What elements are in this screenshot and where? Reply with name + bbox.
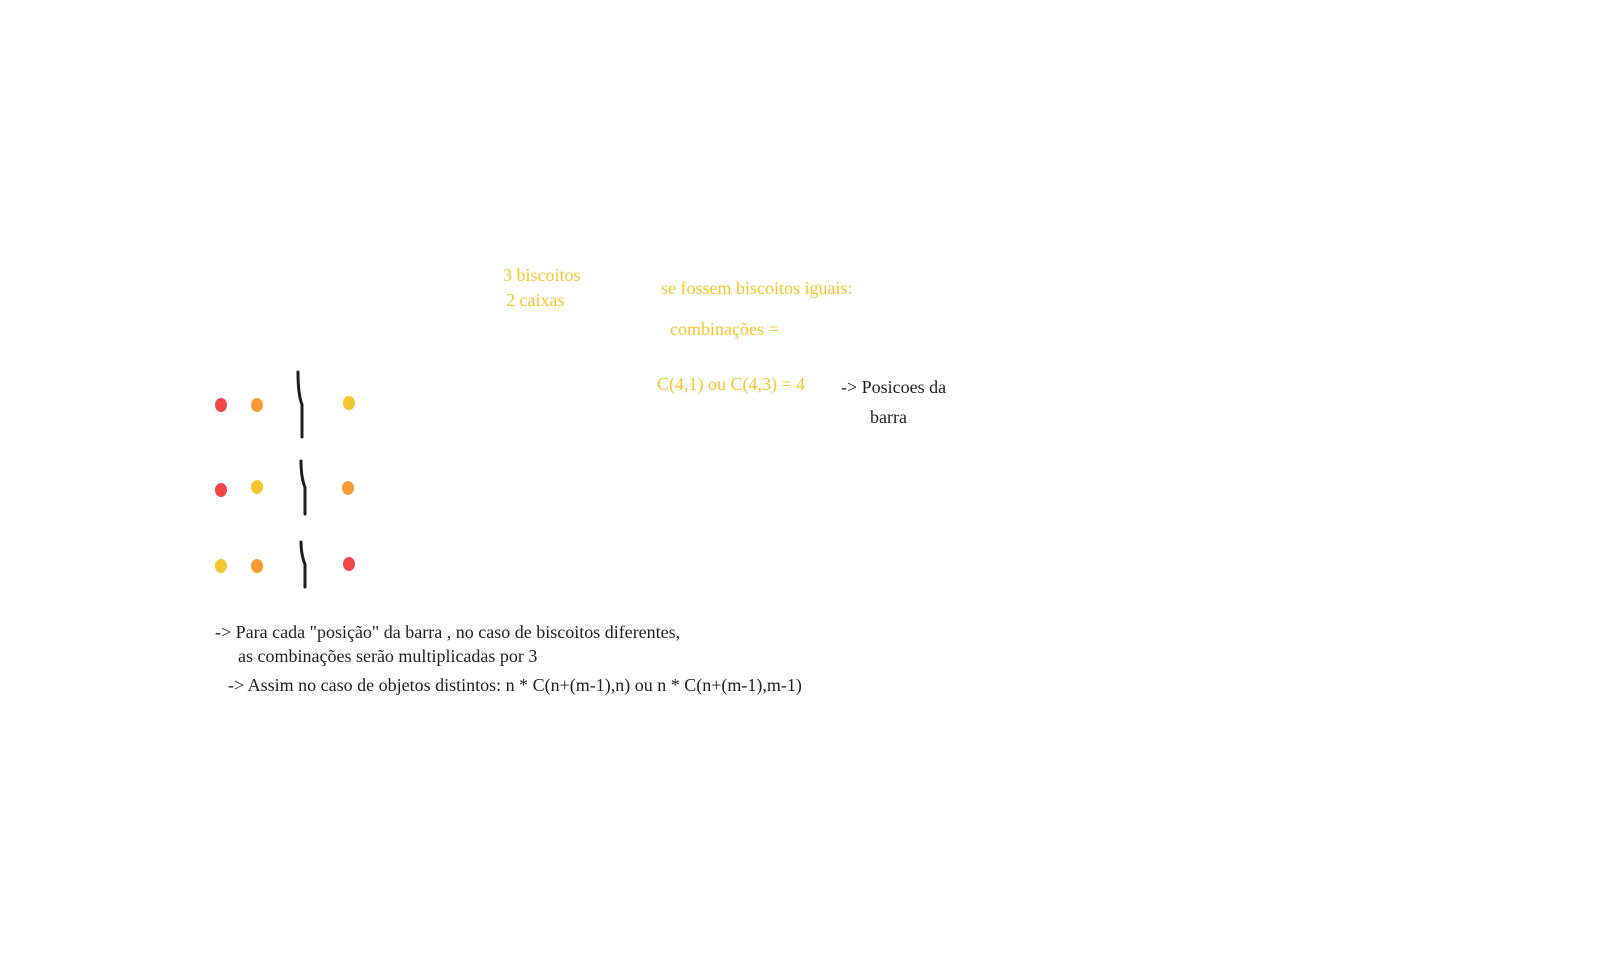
explanation-line-1: -> Para cada "posição" da barra , no cas… (215, 622, 681, 642)
divider-bar (296, 370, 304, 439)
biscuit-red (215, 398, 227, 412)
divider-bar (299, 459, 307, 516)
bar-positions-note: -> Posicoes da (841, 377, 947, 397)
biscuit-yellow (343, 396, 355, 410)
divider-bar (299, 540, 307, 589)
combinations-label: combinações = (670, 319, 779, 339)
problem-boxes-text: 2 caixas (506, 290, 565, 310)
biscuit-orange (342, 481, 354, 495)
biscuit-red (343, 557, 355, 571)
biscuit-orange (251, 559, 263, 573)
combination-formula: C(4,1) ou C(4,3) = 4 (657, 374, 806, 394)
explanation-line-2: as combinações serão multiplicadas por 3 (238, 646, 538, 666)
bar-positions-note-cont: barra (870, 407, 907, 427)
biscuit-red (215, 483, 227, 497)
biscuit-yellow (215, 559, 227, 573)
problem-biscuits-text: 3 biscoitos (503, 265, 581, 285)
conclusion-formula: -> Assim no caso de objetos distintos: n… (228, 675, 802, 695)
biscuit-yellow (251, 480, 263, 494)
identical-case-heading: se fossem biscoitos iguais: (661, 278, 853, 298)
biscuit-orange (251, 398, 263, 412)
